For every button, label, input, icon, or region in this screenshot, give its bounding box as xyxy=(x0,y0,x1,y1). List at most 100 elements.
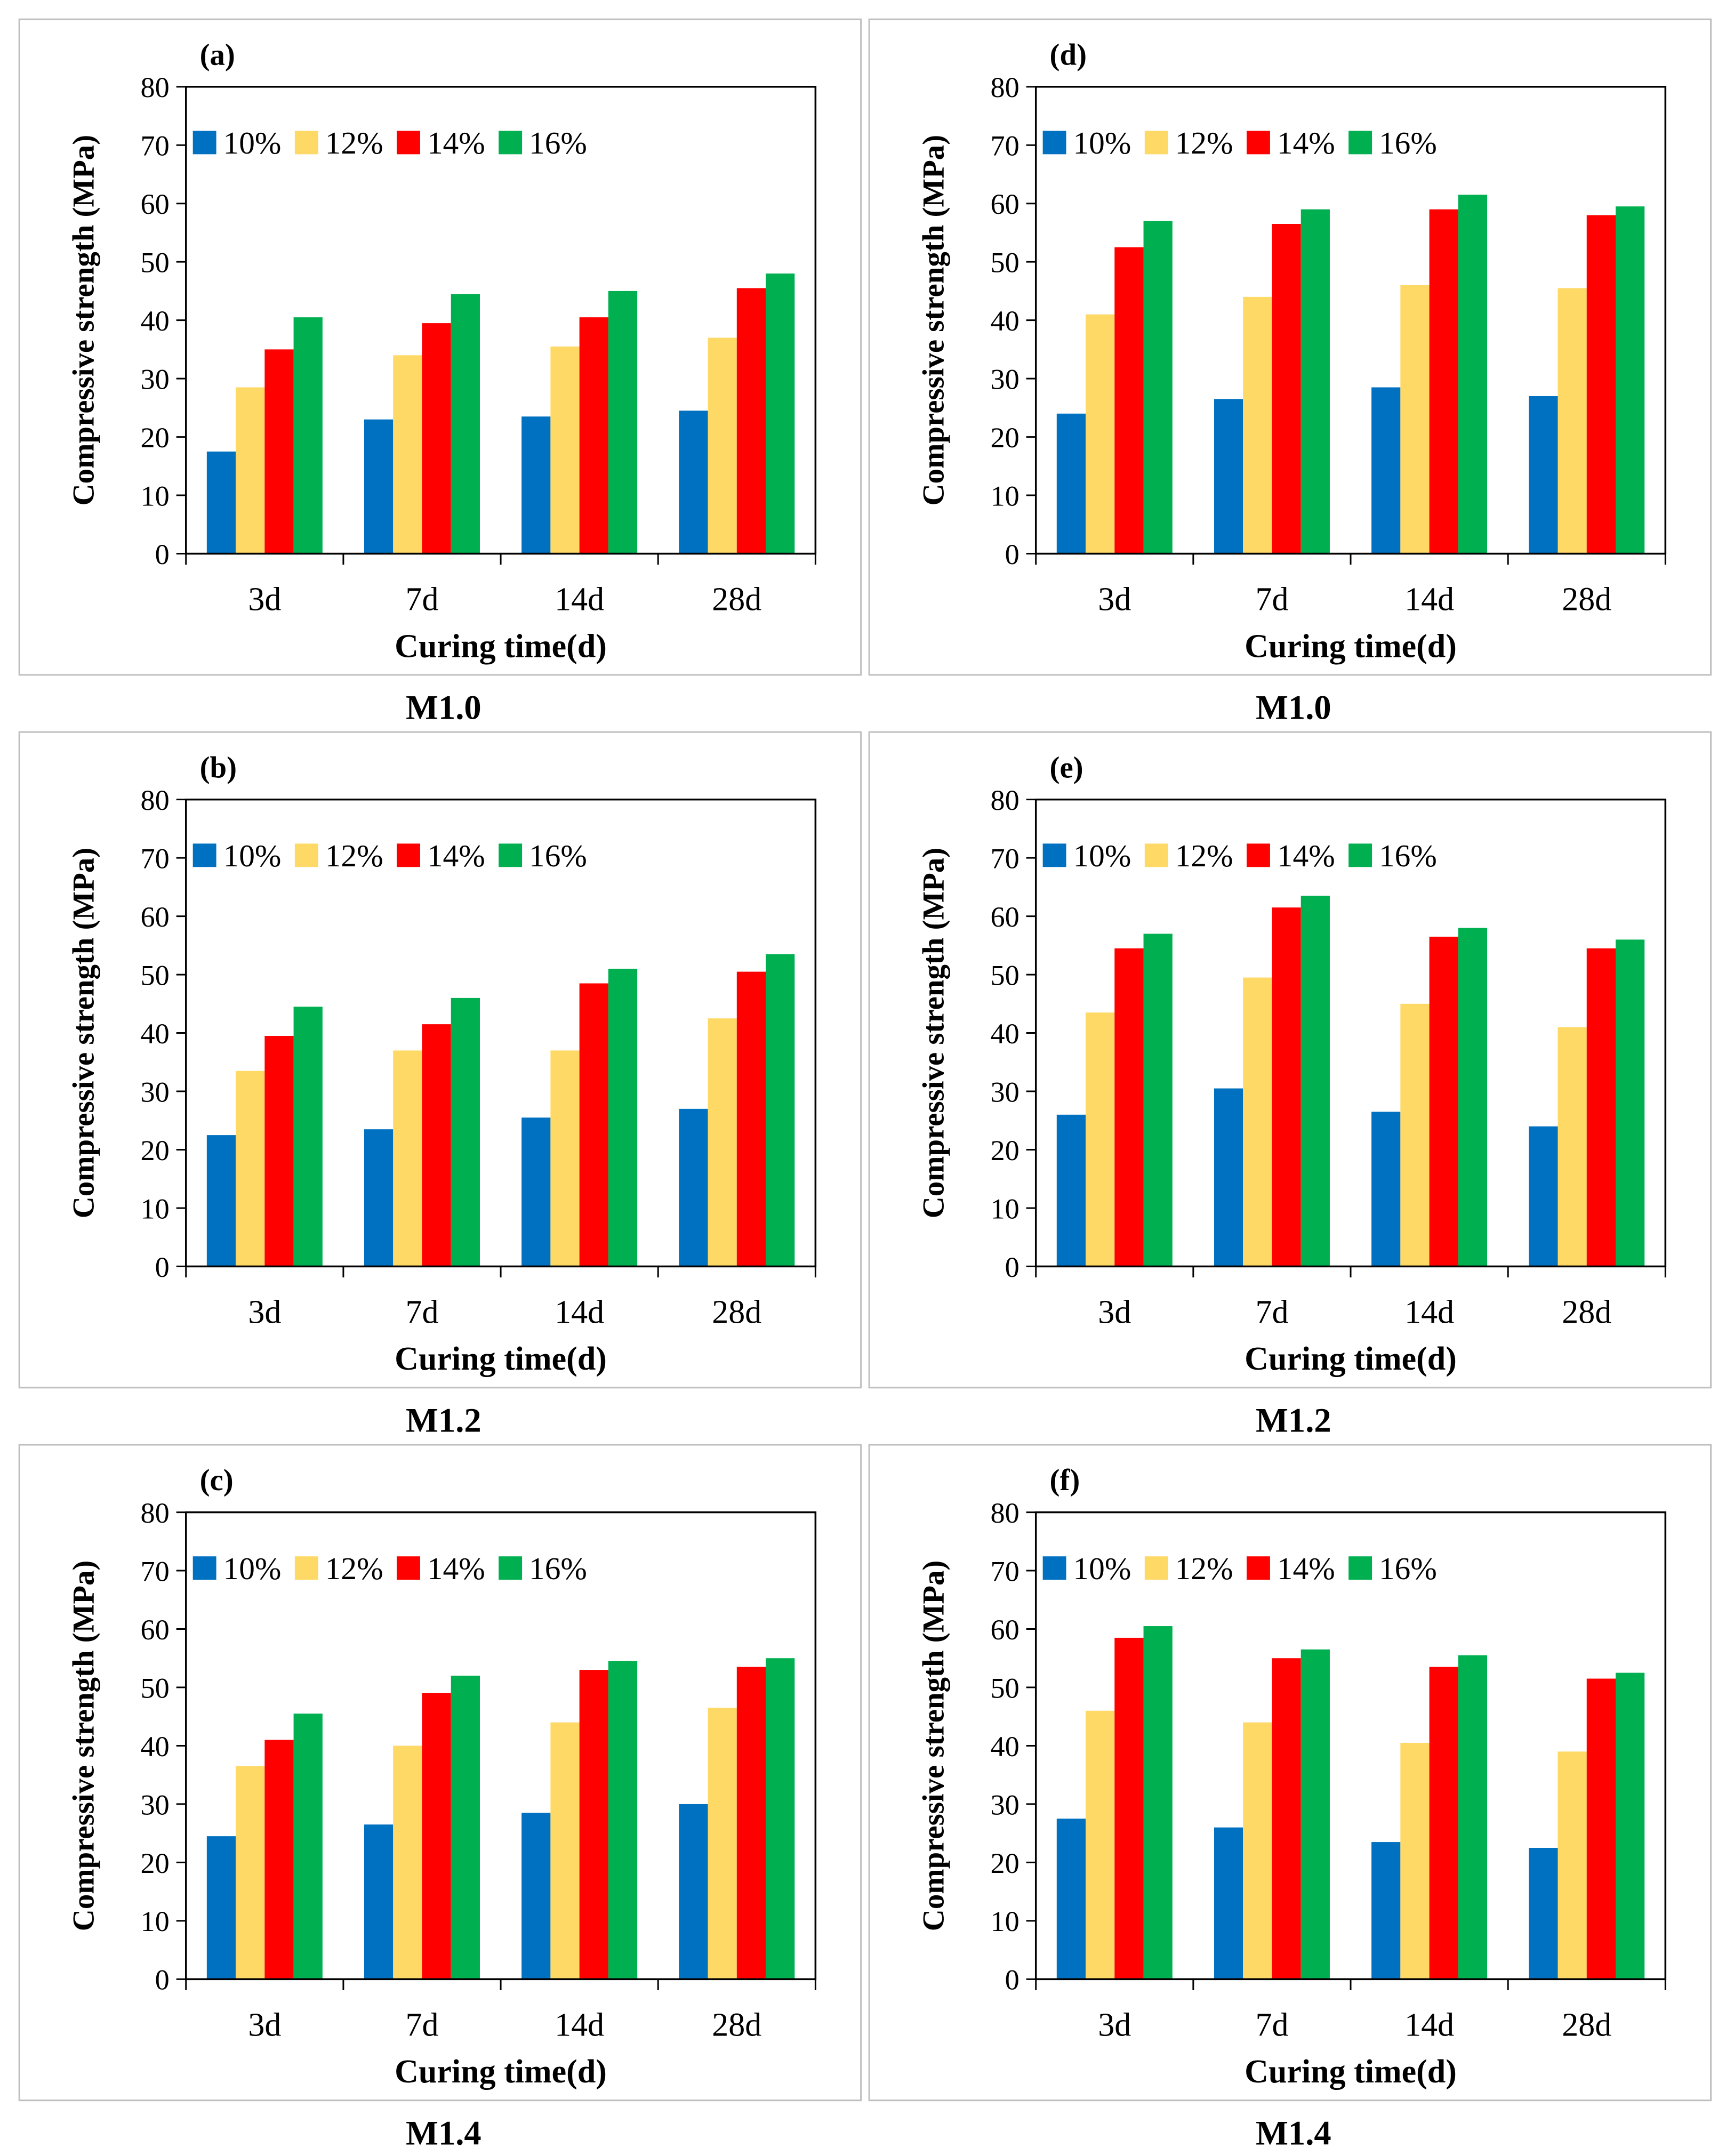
bar-10pct-7d xyxy=(364,419,394,554)
y-tick-label: 60 xyxy=(141,188,170,220)
bar-12pct-3d xyxy=(236,1766,265,1980)
bar-10pct-3d xyxy=(206,1135,236,1267)
y-tick-label: 70 xyxy=(990,1555,1019,1587)
x-tick-label: 14d xyxy=(1404,2007,1454,2043)
x-axis-title: Curing time(d) xyxy=(1245,2054,1457,2090)
panel-frame xyxy=(18,18,862,676)
y-tick-label: 70 xyxy=(141,1555,170,1587)
legend-swatch-14pct xyxy=(397,843,420,867)
bar-16pct-3d xyxy=(1143,221,1173,554)
legend-swatch-12pct xyxy=(294,131,318,155)
bar-12pct-28d xyxy=(708,1708,737,1980)
legend-swatch-10pct xyxy=(192,1556,216,1580)
legend-swatch-16pct xyxy=(1348,843,1372,867)
legend-label-14pct: 14% xyxy=(1277,125,1335,160)
y-tick-label: 60 xyxy=(990,901,1019,933)
bar-16pct-28d xyxy=(766,1658,795,1980)
x-tick-label: 28d xyxy=(1562,1294,1611,1330)
legend-label-12pct: 12% xyxy=(1175,1551,1233,1586)
y-tick-label: 20 xyxy=(141,422,170,454)
legend-swatch-14pct xyxy=(397,131,420,155)
y-tick-label: 80 xyxy=(990,1497,1019,1529)
bar-10pct-3d xyxy=(206,451,236,554)
y-tick-label: 40 xyxy=(141,1731,170,1763)
legend-swatch-10pct xyxy=(192,131,216,155)
x-tick-label: 7d xyxy=(1255,2007,1288,2043)
bar-12pct-14d xyxy=(550,1050,580,1267)
y-tick-label: 20 xyxy=(141,1847,170,1879)
panel-frame xyxy=(868,731,1712,1389)
y-tick-label: 40 xyxy=(141,1018,170,1050)
x-tick-label: 28d xyxy=(712,2007,761,2043)
y-tick-label: 70 xyxy=(141,130,170,162)
y-tick-label: 80 xyxy=(990,784,1019,816)
bar-16pct-3d xyxy=(1143,934,1173,1267)
bar-16pct-28d xyxy=(766,954,795,1267)
chart-panel-e: 0 10 20 30 40 50 60 70 80 3d 7d 14d 28d Curing time(d… xyxy=(868,731,1712,1439)
bar-10pct-14d xyxy=(1371,1112,1401,1267)
bar-12pct-3d xyxy=(1086,1012,1115,1267)
bar-14pct-7d xyxy=(422,1693,451,1980)
bar-16pct-7d xyxy=(451,1676,480,1980)
y-tick-label: 0 xyxy=(1005,1251,1019,1283)
bar-10pct-7d xyxy=(1214,1827,1243,1980)
bar-14pct-14d xyxy=(579,983,608,1267)
bar-10pct-7d xyxy=(364,1129,394,1267)
legend-swatch-12pct xyxy=(294,843,318,867)
bar-14pct-14d xyxy=(579,317,608,554)
bar-12pct-28d xyxy=(1558,1027,1587,1267)
bar-10pct-28d xyxy=(1529,1126,1558,1267)
panel-caption: M1.2 xyxy=(1256,1401,1331,1439)
bar-12pct-3d xyxy=(236,387,265,554)
bar-10pct-3d xyxy=(206,1836,236,1980)
bar-12pct-7d xyxy=(393,355,422,554)
x-axis-title: Curing time(d) xyxy=(395,628,607,664)
bar-12pct-7d xyxy=(1243,977,1272,1267)
panel-caption: M1.4 xyxy=(1256,2113,1331,2152)
bar-10pct-14d xyxy=(521,416,551,554)
panel-caption: M1.4 xyxy=(406,2113,481,2152)
legend-swatch-16pct xyxy=(499,1556,523,1580)
legend-swatch-14pct xyxy=(1246,131,1270,155)
x-tick-label: 3d xyxy=(1098,1294,1131,1330)
x-tick-label: 7d xyxy=(1255,581,1288,617)
y-tick-label: 10 xyxy=(990,480,1019,512)
x-tick-label: 14d xyxy=(555,1294,604,1330)
panel-caption: M1.2 xyxy=(406,1401,481,1439)
legend-swatch-14pct xyxy=(397,1556,420,1580)
y-tick-label: 30 xyxy=(990,1076,1019,1108)
x-tick-label: 3d xyxy=(1098,581,1131,617)
y-tick-label: 80 xyxy=(141,784,170,816)
y-tick-label: 20 xyxy=(990,422,1019,454)
y-tick-label: 30 xyxy=(141,363,170,395)
panel-label: (c) xyxy=(200,1463,234,1497)
legend-swatch-10pct xyxy=(1042,843,1066,867)
x-tick-label: 7d xyxy=(405,1294,438,1330)
plot-border xyxy=(185,798,817,1268)
legend-label-16pct: 16% xyxy=(1379,838,1437,873)
x-tick-label: 28d xyxy=(712,581,761,617)
bar-10pct-14d xyxy=(1371,1842,1401,1980)
bar-14pct-7d xyxy=(422,323,451,554)
y-tick-label: 70 xyxy=(141,843,170,875)
bar-12pct-14d xyxy=(1400,1003,1430,1267)
bar-10pct-28d xyxy=(679,1108,708,1267)
y-tick-label: 20 xyxy=(990,1135,1019,1167)
x-tick-label: 14d xyxy=(555,2007,604,2043)
legend-label-16pct: 16% xyxy=(529,838,587,873)
x-tick-label: 14d xyxy=(1404,1294,1454,1330)
bar-10pct-14d xyxy=(521,1813,551,1980)
x-tick-label: 3d xyxy=(248,2007,281,2043)
panel-frame xyxy=(18,1444,862,2102)
legend-label-14pct: 14% xyxy=(427,125,485,160)
y-tick-label: 70 xyxy=(990,130,1019,162)
y-tick-label: 10 xyxy=(141,1905,170,1937)
x-tick-label: 14d xyxy=(555,581,604,617)
bar-16pct-3d xyxy=(1143,1626,1173,1980)
bar-10pct-7d xyxy=(1214,1088,1243,1267)
bar-16pct-7d xyxy=(1300,896,1330,1267)
chart-panel-a: 0 10 20 30 40 50 60 70 80 3d 7d 14d 28d Curing time(d… xyxy=(18,18,862,727)
bar-14pct-3d xyxy=(1114,247,1144,554)
chart-panel-b: 0 10 20 30 40 50 60 70 80 3d 7d 14d 28d Curing time(d… xyxy=(18,731,862,1439)
panel-frame xyxy=(868,1444,1712,2102)
